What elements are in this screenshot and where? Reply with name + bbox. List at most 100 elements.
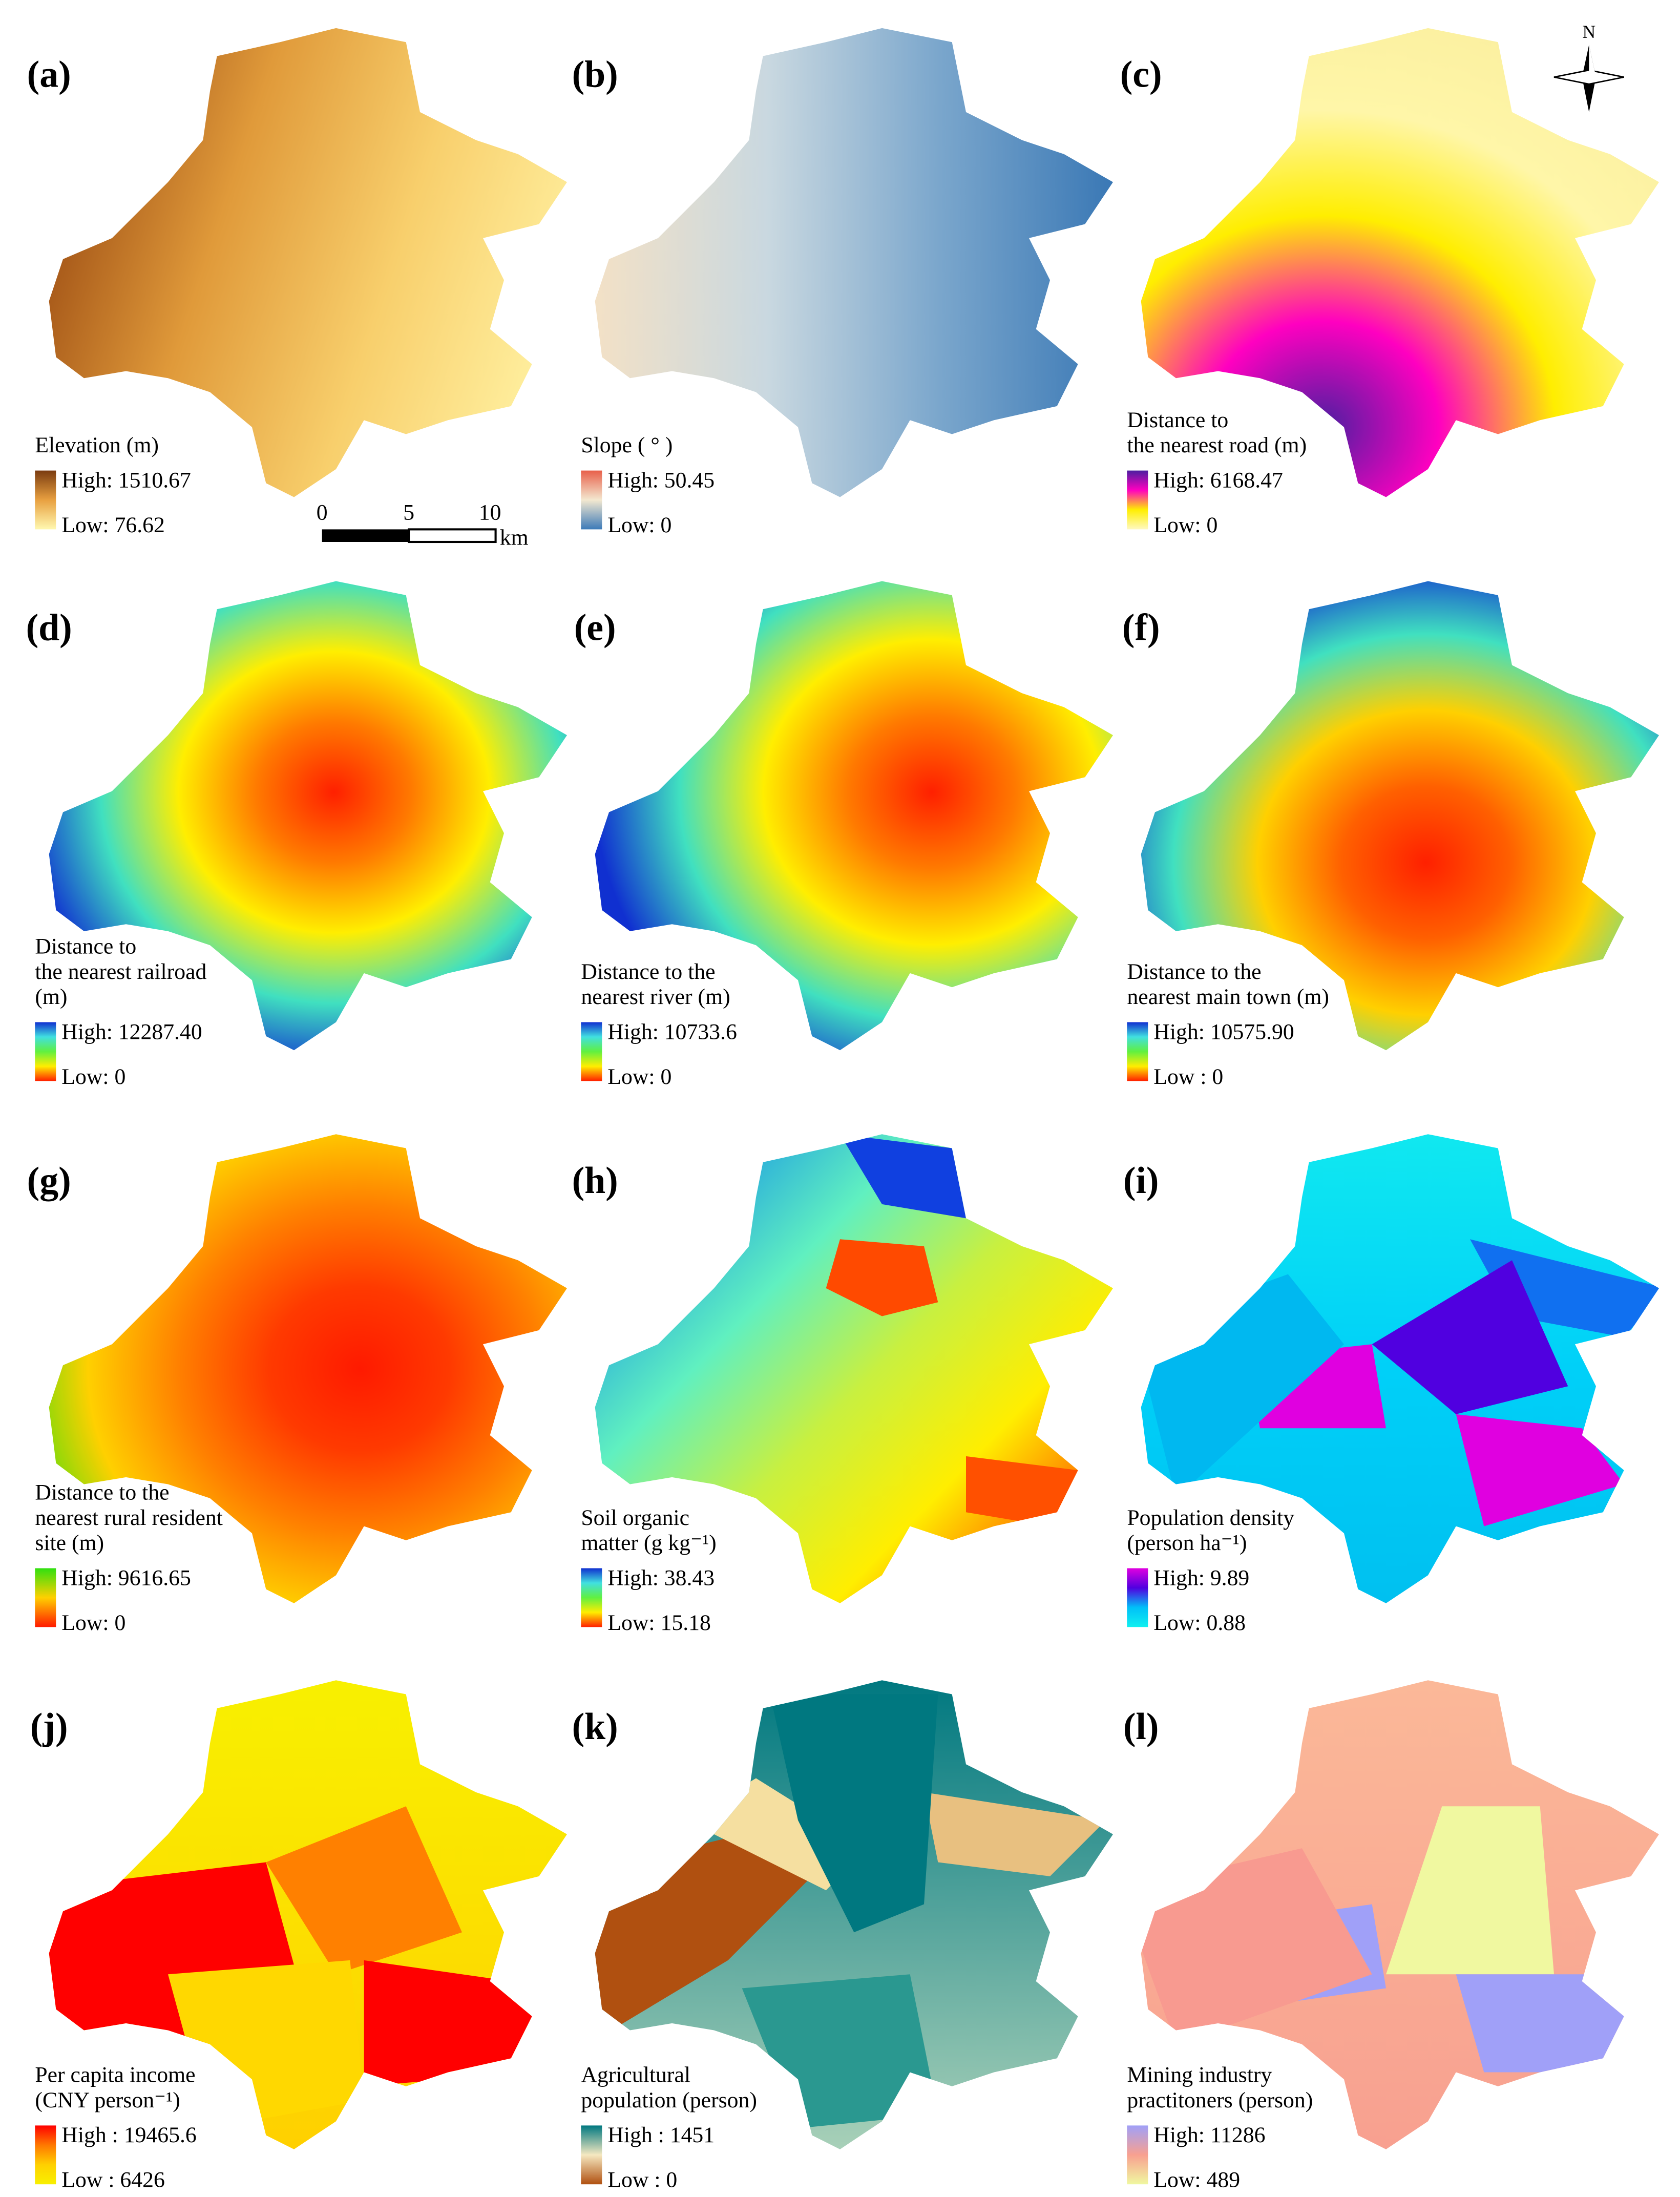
legend-title: Distance to bbox=[1127, 408, 1228, 432]
arrow bbox=[1553, 69, 1624, 85]
panel-label: (a) bbox=[27, 53, 71, 95]
legend-high: High: 1510.67 bbox=[61, 468, 191, 492]
panel-label: (b) bbox=[572, 53, 618, 95]
legend-ramp bbox=[35, 2125, 56, 2185]
panel-label: (d) bbox=[26, 606, 72, 648]
legend-ramp bbox=[1127, 470, 1148, 530]
legend-title: Per capita income bbox=[35, 2063, 195, 2087]
scale-segment bbox=[322, 529, 409, 542]
legend-low: Low : 0 bbox=[607, 2168, 677, 2192]
scale-unit: km bbox=[500, 525, 529, 550]
legend-high: High: 50.45 bbox=[607, 468, 715, 492]
legend-ramp bbox=[35, 1568, 56, 1627]
legend-low: Low: 76.62 bbox=[61, 513, 165, 537]
legend-low: Low: 0.88 bbox=[1153, 1610, 1246, 1635]
legend-title: (person ha⁻¹) bbox=[1127, 1531, 1247, 1555]
legend-title: Distance to the bbox=[35, 1480, 169, 1505]
legend-title: (CNY person⁻¹) bbox=[35, 2088, 180, 2112]
legend-ramp bbox=[35, 470, 56, 530]
panel-label: (e) bbox=[574, 606, 616, 648]
zone bbox=[1386, 1806, 1554, 1975]
panel-label: (g) bbox=[27, 1159, 71, 1201]
legend-low: Low: 0 bbox=[607, 513, 671, 537]
legend-low: Low: 0 bbox=[607, 1064, 671, 1089]
zone bbox=[1372, 1260, 1568, 1414]
panel-label: (j) bbox=[30, 1705, 68, 1747]
legend-title: Population density bbox=[1127, 1505, 1294, 1530]
scale-bar: 0 5 10 km bbox=[317, 500, 529, 550]
legend-ramp bbox=[1127, 1568, 1148, 1627]
legend-title: Agricultural bbox=[581, 2063, 690, 2087]
zone bbox=[266, 1806, 462, 1975]
legend-high: High: 12287.40 bbox=[61, 1019, 202, 1044]
zone bbox=[770, 1694, 938, 1933]
legend-title: matter (g kg⁻¹) bbox=[581, 1531, 716, 1555]
county-fill bbox=[49, 1134, 567, 1603]
map-panel: (b) Slope ( ° ) High: 50.45 Low: 0 bbox=[572, 28, 1113, 537]
legend-title: practitoners (person) bbox=[1127, 2088, 1313, 2112]
zone bbox=[364, 1960, 560, 2086]
legend-high: High: 11286 bbox=[1153, 2123, 1265, 2147]
legend-title: Distance to the bbox=[581, 959, 715, 984]
map-panel: (j) Per capita income(CNY person⁻¹) High :… bbox=[30, 1680, 567, 2192]
legend-title: Elevation (m) bbox=[35, 433, 159, 457]
legend-high: High: 10733.6 bbox=[607, 1019, 737, 1044]
legend-high: High: 10575.90 bbox=[1153, 1019, 1294, 1044]
county-fill bbox=[595, 28, 1113, 497]
zone bbox=[826, 1239, 938, 1316]
legend-low: Low: 15.18 bbox=[607, 1610, 711, 1635]
legend-ramp bbox=[1127, 1022, 1148, 1081]
legend-high: High: 6168.47 bbox=[1153, 468, 1283, 492]
legend-title: population (person) bbox=[581, 2088, 757, 2112]
legend-low: Low : 0 bbox=[1153, 1064, 1223, 1089]
legend-title: Soil organic bbox=[581, 1505, 689, 1530]
legend-ramp bbox=[581, 470, 602, 530]
zone bbox=[840, 1134, 966, 1219]
legend-high: High: 38.43 bbox=[607, 1565, 715, 1590]
zone bbox=[742, 1974, 938, 2128]
legend-low: Low: 489 bbox=[1153, 2168, 1240, 2192]
legend-ramp bbox=[581, 1022, 602, 1081]
scale-tick: 0 bbox=[317, 500, 328, 525]
legend-title: Distance to the bbox=[1127, 959, 1261, 984]
legend-title: the nearest railroad bbox=[35, 959, 206, 984]
legend-ramp bbox=[35, 1022, 56, 1081]
legend-ramp bbox=[581, 1568, 602, 1627]
zone bbox=[1456, 1414, 1624, 1526]
legend-title: (m) bbox=[35, 985, 67, 1009]
map-panel: (a) Elevation (m) High: 1510.67 Low: 76.62 bbox=[27, 28, 567, 537]
county-fill bbox=[49, 28, 567, 497]
scale-segment bbox=[408, 528, 497, 543]
legend-low: Low: 0 bbox=[61, 1064, 125, 1089]
legend-title: Slope ( ° ) bbox=[581, 433, 673, 457]
zone bbox=[924, 1792, 1106, 1876]
legend-low: Low: 0 bbox=[61, 1610, 125, 1635]
legend-high: High : 1451 bbox=[607, 2123, 715, 2147]
legend-title: Mining industry bbox=[1127, 2063, 1272, 2087]
legend-high: High: 9.89 bbox=[1153, 1565, 1249, 1590]
legend-title: Distance to bbox=[35, 934, 136, 959]
panel-label: (i) bbox=[1123, 1159, 1159, 1201]
zone bbox=[966, 1456, 1078, 1526]
legend-title: nearest river (m) bbox=[581, 985, 730, 1009]
zone bbox=[1456, 1974, 1638, 2073]
zone bbox=[168, 1960, 364, 2128]
legend-ramp bbox=[581, 2125, 602, 2185]
north-arrow: N bbox=[1553, 22, 1624, 112]
map-panel: (i) Population density(person ha⁻¹) High: … bbox=[1123, 1134, 1659, 1635]
scale-tick: 10 bbox=[479, 500, 501, 525]
legend-title: nearest main town (m) bbox=[1127, 985, 1329, 1009]
scale-tick: 5 bbox=[403, 500, 414, 525]
legend-high: High : 19465.6 bbox=[61, 2123, 197, 2147]
panel-label: (f) bbox=[1122, 606, 1160, 648]
